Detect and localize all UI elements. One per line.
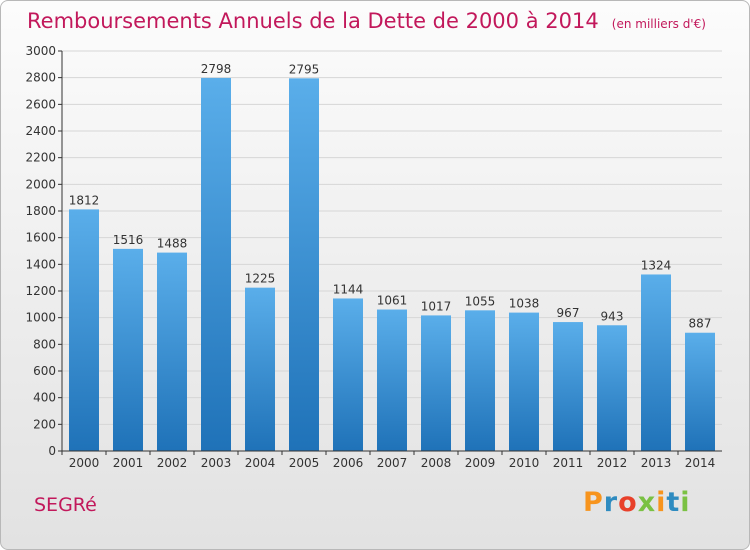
data-label-2009: 1055 bbox=[465, 294, 496, 308]
x-tick-label-2012: 2012 bbox=[597, 456, 628, 470]
data-label-2014: 887 bbox=[689, 317, 712, 331]
data-label-2013: 1324 bbox=[641, 258, 672, 272]
bar-2005 bbox=[289, 78, 319, 451]
bar-2008 bbox=[421, 315, 451, 451]
bar-2001 bbox=[113, 248, 143, 451]
x-tick-label-2001: 2001 bbox=[113, 456, 144, 470]
y-tick-label: 800 bbox=[33, 337, 56, 351]
y-tick-label: 0 bbox=[48, 444, 56, 458]
unit-label: (en milliers d'€) bbox=[611, 17, 706, 31]
logo-letter: P bbox=[583, 487, 604, 518]
logo-letter: o bbox=[618, 487, 638, 518]
y-tick-label: 600 bbox=[33, 364, 56, 378]
x-tick-label-2004: 2004 bbox=[245, 456, 276, 470]
data-label-2008: 1017 bbox=[421, 299, 452, 313]
data-label-2001: 1516 bbox=[113, 233, 144, 247]
logo-letter: i bbox=[680, 487, 691, 518]
y-tick-label: 1000 bbox=[25, 311, 56, 325]
bars bbox=[69, 77, 715, 451]
data-label-2006: 1144 bbox=[333, 282, 364, 296]
data-label-2005: 2795 bbox=[289, 62, 320, 76]
x-tick-label-2003: 2003 bbox=[201, 456, 232, 470]
x-tick-label-2010: 2010 bbox=[509, 456, 540, 470]
bar-2012 bbox=[597, 325, 627, 451]
x-tick-label-2002: 2002 bbox=[157, 456, 188, 470]
x-tick-label-2013: 2013 bbox=[641, 456, 672, 470]
x-axis-ticks: 2000 2001 2002 2003 2004 2005 2006 2007 2008 2009… bbox=[61, 451, 716, 470]
y-axis-ticks: 0 200 400 600 800 1000 1200 1400 1600 1800 2000 220… bbox=[25, 44, 62, 458]
data-labels: 1812 1516 1488 2798 1225 2795 1144 1061 1017 1055… bbox=[69, 62, 712, 331]
y-tick-label: 1800 bbox=[25, 204, 56, 218]
bar-2003 bbox=[201, 77, 231, 451]
logo-letter: r bbox=[603, 487, 619, 518]
bar-2011 bbox=[553, 322, 583, 451]
y-tick-label: 2400 bbox=[25, 124, 56, 138]
bar-2004 bbox=[245, 287, 275, 451]
data-label-2000: 1812 bbox=[69, 193, 100, 207]
bar-2002 bbox=[157, 252, 187, 451]
y-tick-label: 200 bbox=[33, 417, 56, 431]
data-label-2011: 967 bbox=[557, 306, 580, 320]
commune-name: SEGRé bbox=[34, 494, 97, 516]
bar-2014 bbox=[685, 332, 715, 451]
x-tick-label-2005: 2005 bbox=[289, 456, 320, 470]
data-label-2007: 1061 bbox=[377, 294, 408, 308]
y-tick-label: 3000 bbox=[25, 44, 56, 58]
x-tick-label-2009: 2009 bbox=[465, 456, 496, 470]
chart-title: Remboursements Annuels de la Dette de 20… bbox=[27, 9, 706, 33]
y-tick-label: 2000 bbox=[25, 177, 56, 191]
y-tick-label: 2200 bbox=[25, 151, 56, 165]
y-tick-label: 1600 bbox=[25, 231, 56, 245]
bar-2010 bbox=[509, 312, 539, 451]
y-tick-label: 1200 bbox=[25, 284, 56, 298]
bar-2013 bbox=[641, 274, 671, 451]
x-tick-label-2000: 2000 bbox=[69, 456, 100, 470]
x-tick-label-2006: 2006 bbox=[333, 456, 364, 470]
data-label-2003: 2798 bbox=[201, 62, 232, 76]
y-tick-label: 400 bbox=[33, 391, 56, 405]
x-tick-label-2008: 2008 bbox=[421, 456, 452, 470]
x-tick-label-2011: 2011 bbox=[553, 456, 584, 470]
logo-letter: i bbox=[656, 487, 667, 518]
data-label-2002: 1488 bbox=[157, 237, 188, 251]
data-label-2010: 1038 bbox=[509, 297, 540, 311]
x-tick-label-2007: 2007 bbox=[377, 456, 408, 470]
title-text: Remboursements Annuels de la Dette de 20… bbox=[27, 9, 599, 33]
x-tick-label-2014: 2014 bbox=[685, 456, 716, 470]
bar-2009 bbox=[465, 310, 495, 451]
logo-letter: x bbox=[637, 487, 657, 518]
y-tick-label: 1400 bbox=[25, 257, 56, 271]
data-label-2004: 1225 bbox=[245, 272, 276, 286]
y-tick-label: 2600 bbox=[25, 97, 56, 111]
data-label-2012: 943 bbox=[601, 309, 624, 323]
proxiti-logo: Proxiti bbox=[583, 487, 691, 518]
logo-letter: t bbox=[666, 487, 681, 518]
bar-2006 bbox=[333, 298, 363, 451]
bar-2007 bbox=[377, 309, 407, 451]
y-tick-label: 2800 bbox=[25, 71, 56, 85]
bar-2000 bbox=[69, 209, 99, 451]
